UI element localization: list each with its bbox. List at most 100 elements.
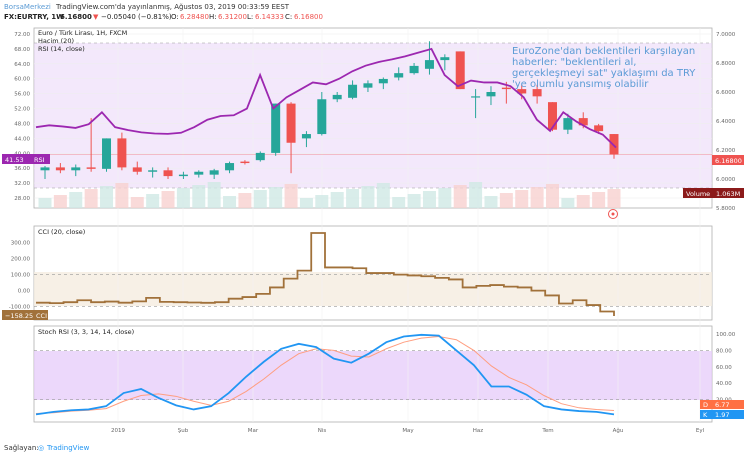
rsi-axis-label: 28.00 [14, 196, 30, 202]
x-axis-label: Tem [541, 428, 553, 434]
candle-body [501, 87, 511, 90]
x-axis-label: May [402, 428, 414, 434]
low-value: 6.14333 [255, 13, 284, 21]
candle-body [317, 99, 327, 135]
volume-bar [592, 192, 606, 208]
high-value: 6.31200 [218, 13, 247, 21]
svg-text:RSI: RSI [34, 156, 45, 164]
brand-name: BorsaMerkezi [4, 3, 51, 11]
price-axis-label: 6.4000 [716, 119, 736, 125]
candle-body [102, 138, 112, 169]
candle-body [547, 102, 557, 130]
volume-bar [115, 183, 129, 208]
volume-bar [376, 183, 390, 208]
volume-bar [38, 198, 52, 208]
svg-text:Volume: Volume [686, 190, 710, 198]
volume-bar [361, 186, 375, 208]
news-annotation: EuroZone'dan beklentileri karşılayan hab… [512, 46, 699, 90]
volume-bar [561, 198, 575, 208]
svg-text:D: D [703, 401, 708, 409]
rsi-axis-label: 44.00 [14, 136, 30, 142]
candle-body [163, 170, 173, 177]
close-value: 6.16800 [294, 13, 323, 21]
cci-axis-label: 100.00 [11, 273, 31, 279]
svg-text:6.77: 6.77 [715, 401, 729, 409]
volume-bar [407, 194, 421, 208]
volume-label: Hacim (20) [38, 37, 74, 45]
volume-bar [284, 184, 298, 208]
open-label: O: [171, 13, 179, 21]
volume-tag: Volume 1.063M [683, 188, 744, 198]
volume-bar [346, 189, 360, 208]
stoch-d-tag: D 6.77 [700, 400, 744, 409]
candle-body [471, 96, 481, 98]
open-value: 6.28480 [180, 13, 209, 21]
stoch-band [34, 351, 712, 400]
candle-body [378, 78, 388, 84]
volume-bar [576, 195, 590, 208]
volume-bar [269, 187, 283, 208]
candle-body [194, 171, 204, 175]
candle-body [517, 89, 527, 94]
volume-bar [438, 188, 452, 208]
cci-axis-label: 300.00 [11, 241, 31, 247]
rsi-axis-label: 60.00 [14, 77, 30, 83]
volume-bar [515, 190, 529, 208]
volume-bar [453, 185, 467, 208]
rsi-axis-label: 56.00 [14, 92, 30, 98]
candlestick-series [40, 41, 619, 179]
candle-body [271, 103, 281, 153]
volume-bar [238, 193, 252, 208]
svg-text:1.97: 1.97 [715, 411, 729, 419]
stoch-k-line [35, 333, 615, 416]
candle-body [286, 103, 296, 143]
source-label: Sağlayan: [4, 444, 39, 452]
x-axis-label: Eyl [696, 428, 705, 434]
rsi-axis-label: 72.00 [14, 32, 30, 38]
rsi-axis-label: 48.00 [14, 121, 30, 127]
candle-body [255, 152, 265, 161]
cci-axis-label: 0.00 [18, 289, 31, 295]
price-axis-label: 7.0000 [716, 32, 736, 38]
price-axis-label: 5.8000 [716, 206, 736, 212]
x-axis-label: Nis [318, 428, 327, 434]
rsi-axis-label: 32.00 [14, 181, 30, 187]
svg-text:CCI: CCI [36, 312, 47, 320]
volume-bar [146, 194, 160, 208]
candle-body [424, 60, 434, 69]
rsi-series [35, 47, 617, 149]
svg-text:K: K [703, 411, 708, 419]
stoch-axis-label: 40.00 [716, 381, 732, 387]
volume-bar [422, 191, 436, 208]
alert-icon-dot [611, 212, 615, 216]
rsi-line [35, 47, 617, 149]
stoch-series [35, 333, 615, 416]
candle-body [301, 134, 311, 139]
rsi-axis-label: 64.00 [14, 62, 30, 68]
volume-bar [530, 187, 544, 208]
candle-body [40, 167, 50, 171]
candle-body [117, 138, 127, 168]
rsi-axis-label: 52.00 [14, 107, 30, 113]
candle-body [486, 92, 496, 97]
rsi-axis-label: 36.00 [14, 166, 30, 172]
change-value: −0.05040 (−0.81%) [101, 13, 172, 21]
x-axis-label: Mar [248, 428, 259, 434]
candle-body [594, 125, 604, 132]
stoch-axis-label: 100.00 [716, 332, 736, 338]
rsi-label: RSI (14, close) [38, 45, 85, 53]
volume-bar [315, 195, 329, 208]
volume-bar [392, 197, 406, 208]
candle-body [609, 134, 619, 155]
cci-series [36, 232, 615, 316]
price-axis-label: 6.0000 [716, 177, 736, 183]
candle-body [240, 161, 250, 164]
rsi-value-tag: 41.53 RSI [2, 154, 50, 164]
candle-body [132, 167, 142, 172]
cci-band [34, 272, 712, 306]
volume-bars [38, 182, 621, 208]
svg-text:−158.25: −158.25 [5, 312, 33, 320]
x-axis-label: Şub [178, 428, 189, 434]
high-label: H: [209, 13, 217, 21]
